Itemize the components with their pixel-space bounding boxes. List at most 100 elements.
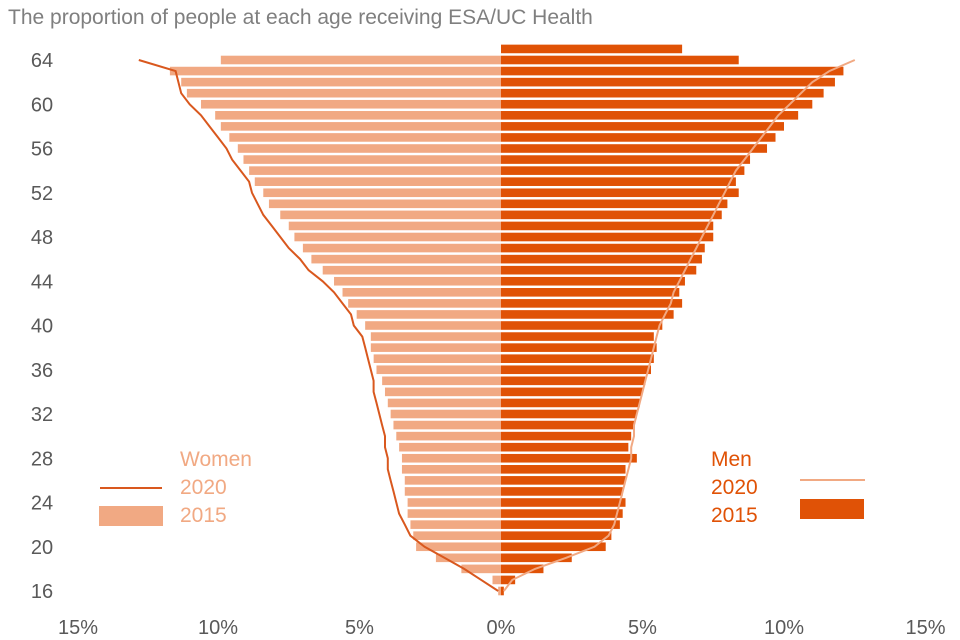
- women-2015-bar-age-30: [396, 431, 501, 441]
- y-tick-20: 20: [31, 537, 53, 559]
- men-2015-bar-age-63: [501, 66, 844, 76]
- legend-women-heading: Women: [180, 448, 252, 471]
- women-2015-bar-age-49: [288, 221, 501, 231]
- men-2015-bar-age-57: [501, 133, 776, 142]
- women-2015-bar-age-34: [384, 387, 501, 397]
- x-tick-5: 10%: [764, 617, 804, 639]
- women-2015-bar-age-56: [237, 144, 501, 153]
- y-tick-56: 56: [31, 139, 53, 161]
- men-2015-bar-age-23: [501, 509, 623, 518]
- y-tick-24: 24: [31, 493, 53, 515]
- men-2015-bar-age-59: [501, 111, 799, 120]
- y-tick-48: 48: [31, 227, 53, 249]
- women-2015-bar-age-35: [382, 376, 501, 386]
- x-tick-6: 15%: [905, 617, 945, 639]
- women-2015-bar-age-18: [461, 564, 501, 574]
- women-2015-bar-age-41: [356, 310, 501, 319]
- women-2015-bar-age-29: [399, 442, 501, 452]
- x-tick-1: 10%: [198, 617, 238, 639]
- women-2015-bar-age-16: [498, 586, 501, 596]
- y-tick-60: 60: [31, 94, 53, 116]
- legend-men-2020-label: 2020: [711, 476, 758, 499]
- legend-women-2020-label: 2020: [180, 476, 227, 499]
- men-2015-bar-age-53: [501, 177, 736, 186]
- men-2015-bar-age-33: [501, 398, 640, 408]
- legend-women-2015-label: 2015: [180, 504, 227, 527]
- men-2015-bar-age-25: [501, 487, 623, 496]
- men-2015-bar-age-28: [501, 453, 637, 463]
- men-2015-bar-age-35: [501, 376, 646, 386]
- men-2015-bar-age-19: [501, 553, 572, 563]
- women-2020-line: [138, 59, 499, 592]
- men-2015-bar-age-48: [501, 232, 714, 242]
- men-2015-bar-age-56: [501, 144, 768, 153]
- women-2015-bar-age-48: [294, 232, 501, 242]
- y-axis-ticks: 64 60 56 52 48 44 40 36 32 28 24 20 16: [31, 50, 53, 603]
- y-tick-64: 64: [31, 50, 53, 72]
- men-2015-bar-age-62: [501, 77, 835, 87]
- women-2015-bar-age-32: [390, 409, 501, 419]
- women-2015-bar-age-36: [376, 365, 501, 375]
- women-2015-bar-age-62: [181, 77, 501, 87]
- men-2015-bar-age-37: [501, 354, 654, 363]
- men-2015-bar-age-65: [501, 44, 683, 54]
- y-tick-32: 32: [31, 404, 53, 426]
- x-tick-0: 15%: [58, 617, 98, 639]
- men-2015-bar-age-43: [501, 288, 680, 297]
- chart-title: The proportion of people at each age rec…: [8, 6, 593, 29]
- legend-women-2015-swatch: [99, 506, 163, 526]
- men-2015-bar-age-60: [501, 99, 813, 109]
- men-2015-bar-age-61: [501, 88, 824, 98]
- women-2015-bar-age-42: [348, 299, 501, 308]
- men-2015-bar-age-51: [501, 199, 728, 209]
- women-2015-bar-age-27: [401, 465, 501, 474]
- women-2015-bar-age-22: [410, 520, 501, 529]
- women-2015-bars: [169, 55, 502, 596]
- women-2015-bar-age-63: [169, 66, 501, 76]
- women-2015-bar-age-21: [413, 531, 501, 540]
- x-tick-3: 0%: [487, 617, 516, 639]
- men-2015-bar-age-31: [501, 420, 635, 430]
- y-tick-36: 36: [31, 360, 53, 382]
- women-2015-bar-age-58: [220, 122, 501, 131]
- women-2015-bar-age-60: [201, 99, 501, 109]
- women-2015-bar-age-53: [254, 177, 501, 186]
- women-2015-bar-age-55: [243, 155, 501, 164]
- women-2015-bar-age-17: [492, 575, 501, 585]
- women-2015-bar-age-46: [311, 254, 501, 264]
- men-2015-bar-age-50: [501, 210, 722, 220]
- women-2015-bar-age-20: [416, 542, 501, 552]
- men-2015-bar-age-29: [501, 442, 629, 452]
- men-2015-bar-age-30: [501, 431, 632, 441]
- women-2015-bar-age-31: [393, 420, 501, 430]
- women-2015-bar-age-52: [263, 188, 501, 198]
- women-2015-bar-age-25: [404, 487, 501, 496]
- women-2015-bar-age-43: [342, 288, 501, 297]
- women-2015-bar-age-26: [404, 476, 501, 485]
- x-tick-4: 5%: [628, 617, 657, 639]
- men-2015-bar-age-47: [501, 243, 705, 253]
- men-2015-bar-age-40: [501, 321, 663, 330]
- women-2015-bar-age-45: [322, 265, 501, 275]
- women-2015-bar-age-23: [407, 509, 501, 518]
- men-2015-bar-age-39: [501, 332, 654, 341]
- men-2015-bars: [501, 44, 844, 596]
- women-2015-bar-age-54: [249, 166, 501, 175]
- men-2015-bar-age-58: [501, 122, 784, 131]
- women-2015-bar-age-44: [334, 276, 501, 286]
- legend-men-heading: Men: [711, 448, 752, 471]
- women-2015-bar-age-57: [229, 133, 501, 142]
- women-2015-bar-age-59: [215, 111, 502, 120]
- men-2015-bar-age-64: [501, 55, 739, 65]
- men-2015-bar-age-24: [501, 498, 626, 507]
- men-2015-bar-age-42: [501, 299, 683, 308]
- x-axis-ticks: 15% 10% 5% 0% 5% 10% 15%: [58, 617, 946, 639]
- men-2015-bar-age-54: [501, 166, 745, 175]
- men-2015-bar-age-49: [501, 221, 714, 231]
- men-2015-bar-age-44: [501, 276, 685, 286]
- men-2015-bar-age-36: [501, 365, 651, 375]
- men-2015-bar-age-45: [501, 265, 697, 275]
- men-2015-bar-age-18: [501, 564, 544, 574]
- women-2015-bar-age-38: [370, 343, 501, 352]
- men-2015-bar-age-32: [501, 409, 637, 419]
